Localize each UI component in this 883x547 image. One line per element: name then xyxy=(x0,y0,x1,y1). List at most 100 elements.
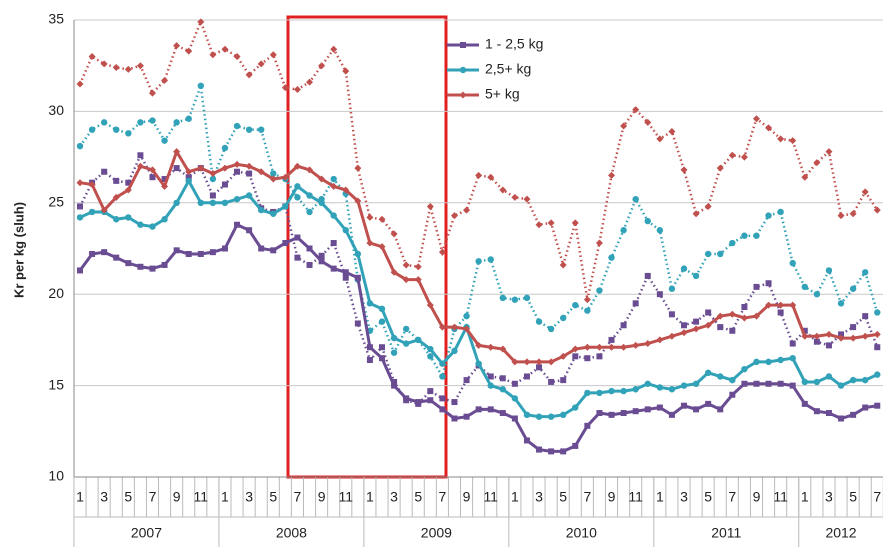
marker xyxy=(717,324,724,331)
marker xyxy=(620,343,628,351)
marker xyxy=(378,305,386,313)
series xyxy=(76,18,881,304)
marker xyxy=(874,344,881,351)
marker xyxy=(511,380,518,387)
marker xyxy=(644,118,652,126)
marker xyxy=(548,448,555,455)
marker xyxy=(596,389,603,397)
marker xyxy=(113,126,120,133)
marker xyxy=(560,314,567,322)
marker xyxy=(705,309,712,316)
marker xyxy=(221,45,229,53)
marker xyxy=(874,309,881,316)
marker xyxy=(427,397,434,404)
marker xyxy=(861,188,869,196)
marker xyxy=(741,380,748,387)
marker xyxy=(681,322,687,329)
year-label: 2008 xyxy=(276,525,307,541)
marker xyxy=(608,411,615,418)
marker xyxy=(149,174,156,181)
marker xyxy=(439,406,446,413)
marker xyxy=(560,411,567,419)
marker xyxy=(523,437,530,444)
marker xyxy=(777,309,784,316)
marker xyxy=(692,272,700,280)
marker xyxy=(100,119,108,126)
marker xyxy=(354,320,361,327)
marker xyxy=(656,227,664,234)
marker xyxy=(728,151,736,159)
marker xyxy=(185,177,192,185)
marker xyxy=(306,192,313,199)
marker xyxy=(789,354,796,362)
marker xyxy=(487,406,494,413)
marker xyxy=(680,166,688,174)
marker xyxy=(366,213,374,221)
marker xyxy=(608,343,616,351)
marker xyxy=(125,179,132,186)
marker xyxy=(499,386,506,393)
marker xyxy=(112,64,120,72)
marker xyxy=(789,259,796,267)
marker xyxy=(717,250,724,258)
marker xyxy=(765,380,772,387)
marker xyxy=(753,232,760,239)
x-tick-label: 11 xyxy=(483,489,498,505)
marker xyxy=(113,254,120,261)
year-label: 2009 xyxy=(421,525,452,541)
marker xyxy=(680,329,688,337)
marker xyxy=(729,239,736,247)
marker xyxy=(813,291,821,298)
marker xyxy=(741,232,748,239)
marker xyxy=(234,168,241,175)
marker xyxy=(463,325,471,333)
marker xyxy=(282,203,289,210)
marker xyxy=(874,371,881,378)
marker xyxy=(245,192,253,199)
y-tick-label: 35 xyxy=(48,11,64,27)
marker xyxy=(620,227,627,234)
marker xyxy=(849,210,857,218)
marker xyxy=(342,227,349,234)
marker xyxy=(572,301,579,309)
marker xyxy=(221,181,228,188)
marker xyxy=(258,206,265,214)
marker xyxy=(451,415,458,422)
marker xyxy=(668,311,675,318)
marker xyxy=(366,300,374,307)
marker xyxy=(838,415,845,422)
marker xyxy=(136,162,144,170)
x-tick-label: 1 xyxy=(366,489,374,505)
marker xyxy=(113,177,120,184)
marker xyxy=(850,324,857,331)
marker xyxy=(88,126,96,133)
marker xyxy=(173,247,180,254)
marker xyxy=(571,345,579,353)
marker xyxy=(354,250,362,258)
legend-label: 2,5+ kg xyxy=(485,61,531,77)
marker xyxy=(572,353,579,360)
marker xyxy=(547,358,555,366)
marker xyxy=(595,239,603,247)
marker xyxy=(535,358,543,366)
marker xyxy=(584,422,591,429)
marker xyxy=(294,183,301,190)
marker xyxy=(632,341,640,349)
marker xyxy=(547,325,555,333)
marker xyxy=(306,245,313,252)
marker xyxy=(681,402,687,409)
marker xyxy=(306,261,313,268)
marker xyxy=(693,318,700,325)
marker xyxy=(620,387,627,395)
marker xyxy=(330,265,337,272)
marker xyxy=(378,215,386,223)
x-tick-label: 1 xyxy=(801,489,809,505)
marker xyxy=(463,413,470,420)
year-label: 2007 xyxy=(131,525,162,541)
marker xyxy=(801,378,808,386)
marker xyxy=(426,202,434,210)
marker xyxy=(559,261,567,269)
marker xyxy=(475,360,482,367)
marker xyxy=(439,373,446,380)
